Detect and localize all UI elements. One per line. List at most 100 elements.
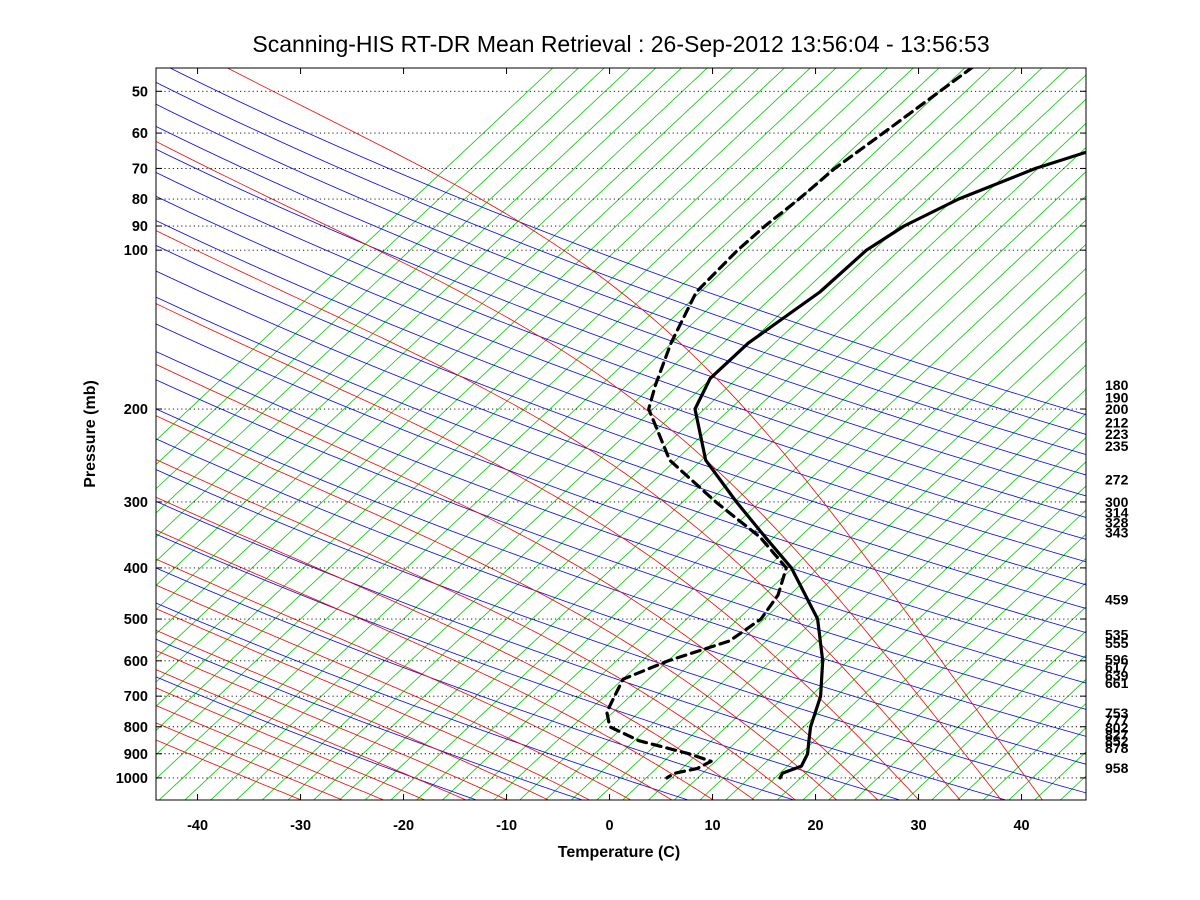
y-tick-label: 600 [124, 654, 148, 670]
mixing-ratio-line [467, 219, 1086, 800]
dry-adiabat-line [156, 103, 1086, 455]
mixing-ratio-line [156, 68, 760, 635]
dry-adiabat-line [156, 148, 1086, 497]
moist-adiabat-line [226, 68, 1043, 800]
mixing-ratio-line [647, 388, 1086, 800]
mixing-ratio-line [156, 68, 657, 538]
mixing-ratio-line [261, 68, 1043, 800]
mixing-ratio-line [519, 267, 1086, 800]
moist-adiabat-line [156, 650, 507, 800]
dry-adiabat-line [156, 245, 1086, 586]
moist-adiabat-line [156, 496, 755, 800]
y-tick-label: 60 [132, 126, 148, 142]
y-tick-label: 90 [132, 219, 148, 235]
mixing-ratio-line [776, 509, 1086, 800]
sounding-series [605, 68, 1086, 780]
mixing-ratio-line [879, 606, 1086, 800]
mixing-ratio-line [390, 147, 1086, 800]
right-pressure-label: 272 [1105, 472, 1129, 488]
right-pressure-label: 300 [1105, 494, 1129, 510]
right-pressure-label: 852 [1105, 733, 1129, 749]
y-tick-label: 80 [132, 192, 148, 208]
right-pressure-label: 190 [1105, 389, 1129, 405]
dry-adiabat-line [156, 296, 1086, 634]
y-tick-label: 400 [124, 561, 148, 577]
mixing-ratio-line [853, 582, 1086, 800]
right-pressure-label: 328 [1105, 514, 1129, 530]
plot-frame [155, 67, 1087, 801]
dry-adiabat-line [156, 351, 1086, 684]
right-pressure-label: 180 [1105, 377, 1129, 393]
mixing-ratio-line [156, 68, 786, 659]
dewpoint-series-line [605, 68, 974, 780]
y-tick-label: 200 [124, 402, 148, 418]
x-axis-ticks: -40 -30 -20 -10 0 10 20 30 40 [187, 68, 1030, 834]
right-pressure-label: 617 [1105, 659, 1129, 675]
right-pressure-label: 555 [1105, 635, 1129, 651]
mixing-ratio-line [931, 654, 1086, 800]
mixing-ratio-line [338, 98, 1086, 800]
dry-adiabat-line [169, 68, 1086, 416]
mixing-ratio-line [156, 68, 683, 562]
dry-adiabat-line [156, 81, 1086, 435]
y-tick-label: 800 [124, 720, 148, 736]
right-pressure-label: 343 [1105, 525, 1129, 541]
moist-adiabat-line [156, 722, 343, 800]
mixing-ratio-line [156, 68, 554, 441]
mixing-ratio-line [802, 533, 1086, 800]
dry-adiabat-line [156, 379, 1086, 710]
right-pressure-label: 777 [1105, 712, 1129, 728]
chart-title: Scanning-HIS RT-DR Mean Retrieval : 26-S… [252, 31, 989, 57]
moist-adiabat-line [156, 739, 301, 800]
right-pressure-label: 314 [1105, 504, 1129, 520]
y-tick-label: 700 [124, 689, 148, 705]
right-pressure-label: 958 [1105, 760, 1129, 776]
y-tick-label: 500 [124, 612, 148, 628]
dry-adiabat-line [156, 533, 900, 800]
moist-adiabat-line [156, 529, 713, 800]
x-tick-label: -20 [393, 818, 414, 834]
y-axis-label: Pressure (mb) [82, 380, 99, 488]
x-tick-label: -10 [496, 818, 517, 834]
right-pressure-label: 596 [1105, 651, 1129, 667]
mixing-ratio-line [158, 68, 940, 800]
right-pressure-label: 459 [1105, 591, 1129, 607]
x-tick-label: 0 [606, 818, 614, 834]
right-pressure-label: 639 [1105, 667, 1129, 683]
mixing-ratio-line [570, 316, 1086, 800]
right-pressure-label: 223 [1105, 426, 1129, 442]
mixing-ratio-line [622, 364, 1086, 800]
mixing-ratio-line [313, 74, 1086, 800]
mixing-ratio-line [156, 68, 631, 514]
x-tick-label: -30 [290, 818, 311, 834]
mixing-ratio-line [156, 68, 863, 732]
right-pressure-label: 235 [1105, 438, 1129, 454]
y-tick-label: 300 [124, 495, 148, 511]
mixing-ratio-line [441, 195, 1086, 800]
mixing-ratio-line [210, 68, 992, 800]
mixing-ratio-line [1034, 751, 1086, 800]
x-tick-label: 20 [807, 818, 823, 834]
right-pressure-label: 753 [1105, 705, 1129, 721]
mixing-ratio-line [725, 461, 1086, 800]
mixing-ratio-line [905, 630, 1086, 800]
pressure-gridlines [156, 90, 1086, 779]
right-pressure-label: 827 [1105, 726, 1129, 742]
mixing-ratio-line [156, 68, 580, 466]
dry-adiabat-line [156, 500, 1006, 800]
dry-adiabat-line [156, 469, 1086, 794]
right-pressure-label: 200 [1105, 401, 1129, 417]
dry-adiabat-line [156, 195, 1086, 540]
mixing-ratio-line [156, 68, 708, 586]
dry-adiabat-line [156, 125, 1086, 476]
y-tick-label: 70 [132, 161, 148, 177]
moist-adiabat-line [156, 629, 549, 800]
mixing-ratio-line [956, 678, 1086, 800]
y-axis-ticks: 50 60 70 80 90 100 200 300 400 500 600 700 800 900 100… [116, 84, 1086, 787]
right-pressure-label: 802 [1105, 719, 1129, 735]
dry-adiabat-line [156, 438, 1086, 765]
y-tick-label: 50 [132, 84, 148, 100]
mixing-ratio-line [982, 702, 1086, 800]
mixing-ratio-line [156, 68, 889, 756]
moist-adiabat-line [156, 140, 1002, 800]
